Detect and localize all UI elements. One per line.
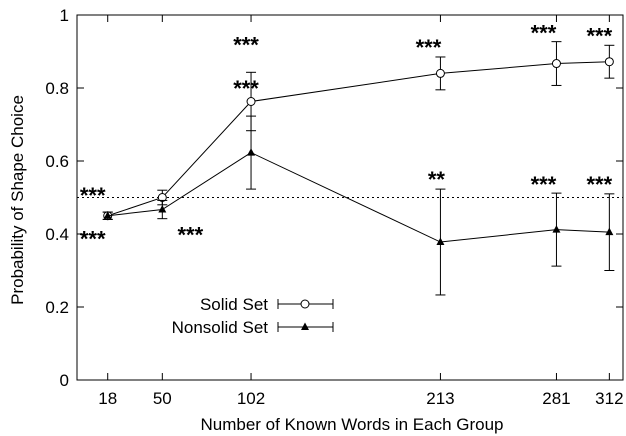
- significance-label: ***: [587, 172, 613, 197]
- data-point: [300, 299, 310, 309]
- y-tick-label: 1: [60, 6, 69, 25]
- y-tick-label: 0.8: [45, 79, 69, 98]
- y-axis-title: Probability of Shape Choice: [8, 95, 27, 305]
- x-tick-label: 281: [542, 389, 570, 408]
- significance-label: ***: [233, 76, 259, 101]
- data-point: [605, 227, 614, 236]
- x-tick-label: 50: [153, 389, 172, 408]
- x-tick-label: 18: [98, 389, 117, 408]
- data-point: [103, 211, 112, 219]
- data-point: [301, 322, 309, 330]
- data-point: [247, 148, 256, 156]
- data-point: [435, 68, 445, 78]
- significance-label: ***: [233, 32, 259, 57]
- data-point: [436, 237, 445, 246]
- y-tick-label: 0.4: [45, 225, 69, 244]
- y-tick-label: 0.6: [45, 152, 69, 171]
- data-point: [551, 59, 561, 69]
- y-tick-label: 0.2: [45, 298, 69, 317]
- series-nonsolid: *** ******** *** ***: [80, 76, 615, 296]
- data-point: [552, 225, 561, 233]
- series-line: [107, 61, 610, 217]
- x-tick-label: 213: [426, 389, 454, 408]
- significance-label: ***: [531, 172, 557, 197]
- significance-label: **: [428, 167, 446, 192]
- y-tick-label: 0: [60, 371, 69, 390]
- x-axis-title: Number of Known Words in Each Group: [201, 415, 504, 434]
- significance-label: ***: [587, 23, 613, 48]
- x-tick-label: 102: [237, 389, 265, 408]
- legend-label: Solid Set: [200, 295, 268, 314]
- significance-label: ***: [80, 226, 106, 251]
- legend: Solid Set Nonsolid Set: [172, 295, 334, 337]
- data-point: [158, 205, 167, 213]
- legend-label: Nonsolid Set: [172, 318, 269, 337]
- series-solid: *** *** *** *** ***: [80, 21, 615, 221]
- significance-label: ***: [416, 35, 442, 60]
- data-point: [604, 57, 614, 67]
- significance-label: ***: [531, 21, 557, 46]
- series-line: [107, 152, 610, 243]
- significance-label: ***: [177, 223, 203, 248]
- significance-label: ***: [80, 183, 106, 208]
- data-point: [246, 97, 256, 107]
- x-tick-label: 312: [595, 389, 623, 408]
